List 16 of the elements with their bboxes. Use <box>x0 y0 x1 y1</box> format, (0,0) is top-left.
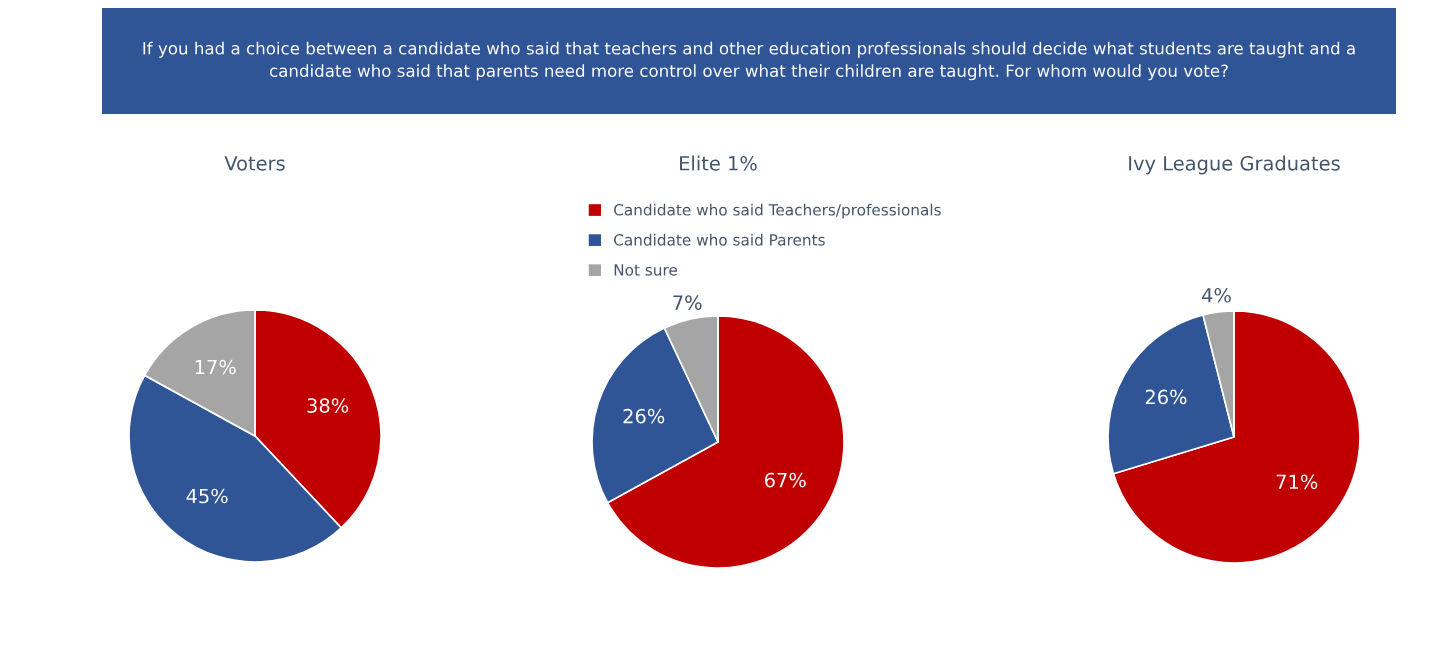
data-label: 71% <box>1276 474 1318 490</box>
data-label: 26% <box>1145 389 1187 405</box>
legend-label: Candidate who said Teachers/professionals <box>614 203 941 219</box>
chart-title: Ivy League Graduates <box>1129 155 1340 175</box>
data-label: 67% <box>764 472 806 488</box>
legend-label: Not sure <box>614 264 677 276</box>
chart-title: Voters <box>224 156 285 171</box>
data-label: 45% <box>186 488 228 504</box>
data-label: 17% <box>195 359 236 375</box>
chart-title: Elite 1% <box>680 155 757 171</box>
text: If you had a choice between a candidate who said that teachers and other education professionals should decide what students are taught and a candidate who said that parents need more control over what their children are taught. For whom would you vote? <box>143 41 1355 81</box>
data-label: 7% <box>673 295 702 310</box>
data-label: 4% <box>1202 287 1231 303</box>
legend-label: Candidate who said Parents <box>614 233 825 246</box>
data-label: 38% <box>307 398 349 413</box>
data-label: 26% <box>623 408 665 424</box>
